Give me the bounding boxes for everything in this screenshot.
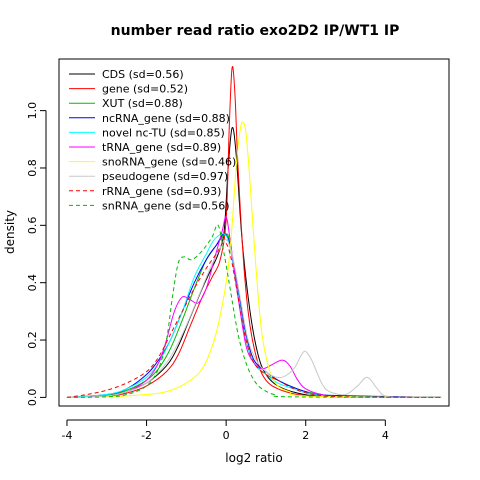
series-line-9 [66,224,442,398]
chart-title: number read ratio exo2D2 IP/WT1 IP [111,23,400,39]
x-tick-label: -2 [141,429,152,442]
y-tick-label: 1.0 [26,102,39,120]
legend-label: novel nc-TU (sd=0.85) [102,126,225,139]
legend: CDS (sd=0.56) gene (sd=0.52)XUT (sd=0.88)… [69,68,236,212]
series-line-5 [66,216,442,398]
series-line-1 [66,66,442,398]
x-tick-label: -4 [61,429,72,442]
y-tick-label: 0.0 [26,389,39,407]
legend-label: snoRNA_gene (sd=0.46) [102,156,236,169]
x-tick-label: 0 [223,429,230,442]
legend-label: pseudogene (sd=0.97) [102,170,228,183]
legend-label: tRNA_gene (sd=0.89) [102,141,221,154]
series-line-7 [66,239,442,398]
legend-label: gene (sd=0.52) [102,83,188,96]
series-line-4 [66,233,442,398]
x-tick-label: 4 [382,429,389,442]
series-line-8 [66,242,442,398]
series-line-3 [66,233,442,398]
legend-label: ncRNA_gene (sd=0.88) [102,112,230,125]
y-axis-label: density [3,210,17,254]
series-curves [66,66,442,398]
x-tick-label: 2 [302,429,309,442]
axes: -4 -2 0 2 4 0.0 0.2 0.4 0.6 0.8 1.0 [26,102,389,442]
plot-frame [58,58,450,407]
y-tick-label: 0.4 [26,274,39,292]
y-tick-label: 0.6 [26,217,39,235]
legend-label: XUT (sd=0.88) [102,97,183,110]
legend-label: CDS (sd=0.56) [102,68,184,81]
y-tick-label: 0.2 [26,331,39,349]
y-tick-label: 0.8 [26,159,39,177]
series-line-6 [66,121,442,398]
x-axis-label: log2 ratio [225,451,282,465]
legend-label: rRNA_gene (sd=0.93) [102,185,221,198]
legend-label: snRNA_gene (sd=0.56) [102,199,230,212]
series-line-2 [66,233,442,398]
